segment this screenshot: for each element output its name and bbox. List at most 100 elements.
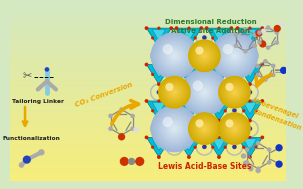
Circle shape — [200, 52, 208, 60]
Circle shape — [255, 109, 258, 112]
Circle shape — [165, 46, 184, 65]
Circle shape — [173, 54, 176, 57]
Circle shape — [152, 33, 197, 79]
Circle shape — [188, 40, 221, 72]
Circle shape — [225, 83, 234, 91]
Bar — [11, 94, 286, 97]
Circle shape — [256, 167, 260, 171]
Circle shape — [257, 30, 262, 35]
Circle shape — [271, 73, 275, 77]
Circle shape — [236, 99, 239, 103]
Circle shape — [255, 73, 258, 76]
Circle shape — [157, 26, 161, 30]
Circle shape — [152, 106, 197, 152]
Circle shape — [253, 43, 257, 48]
Circle shape — [242, 73, 245, 76]
Circle shape — [162, 117, 173, 127]
Circle shape — [172, 53, 177, 58]
Circle shape — [217, 119, 221, 122]
Circle shape — [170, 88, 179, 97]
Circle shape — [108, 114, 113, 118]
Circle shape — [214, 35, 255, 76]
Circle shape — [225, 119, 234, 128]
Circle shape — [218, 112, 251, 145]
Circle shape — [173, 91, 176, 94]
Bar — [11, 90, 286, 92]
Circle shape — [23, 156, 31, 164]
Bar — [11, 62, 286, 64]
Circle shape — [157, 90, 161, 94]
Circle shape — [201, 89, 208, 95]
Circle shape — [155, 109, 194, 148]
Circle shape — [166, 47, 183, 65]
Circle shape — [255, 64, 260, 68]
Circle shape — [218, 76, 251, 109]
Circle shape — [119, 133, 124, 137]
Circle shape — [241, 153, 246, 159]
Circle shape — [135, 157, 144, 166]
Circle shape — [120, 157, 129, 166]
Circle shape — [263, 59, 268, 64]
Circle shape — [191, 115, 218, 143]
Circle shape — [230, 88, 238, 96]
Circle shape — [205, 136, 208, 139]
Polygon shape — [177, 101, 201, 121]
Circle shape — [163, 118, 185, 140]
Circle shape — [151, 105, 198, 152]
Circle shape — [189, 77, 219, 107]
Circle shape — [192, 43, 217, 68]
Circle shape — [191, 115, 218, 142]
Circle shape — [193, 117, 216, 140]
Text: Tailoring Linker: Tailoring Linker — [12, 99, 64, 104]
Circle shape — [188, 76, 220, 108]
Circle shape — [225, 82, 245, 102]
Bar — [11, 21, 286, 23]
Polygon shape — [146, 101, 171, 121]
Circle shape — [163, 73, 167, 76]
Circle shape — [223, 117, 246, 140]
Bar — [11, 26, 286, 28]
Circle shape — [172, 90, 177, 94]
Circle shape — [166, 84, 182, 100]
Circle shape — [162, 80, 187, 105]
Bar — [11, 118, 286, 120]
Circle shape — [186, 74, 223, 110]
Bar — [11, 49, 286, 51]
Circle shape — [202, 35, 207, 40]
Circle shape — [231, 125, 238, 132]
Bar — [11, 54, 286, 56]
Bar — [11, 51, 286, 54]
Circle shape — [248, 46, 252, 50]
Circle shape — [170, 125, 178, 133]
Circle shape — [223, 117, 246, 140]
Circle shape — [175, 99, 178, 103]
Circle shape — [198, 86, 211, 99]
Circle shape — [228, 123, 241, 135]
Circle shape — [255, 168, 261, 173]
Circle shape — [248, 26, 251, 30]
Polygon shape — [238, 28, 262, 48]
Circle shape — [279, 21, 285, 27]
Circle shape — [200, 87, 209, 97]
Circle shape — [203, 91, 206, 94]
Bar — [11, 79, 286, 82]
Circle shape — [162, 117, 186, 141]
Polygon shape — [212, 30, 225, 41]
Bar — [11, 135, 286, 138]
Circle shape — [194, 73, 197, 76]
Circle shape — [171, 125, 178, 132]
Circle shape — [201, 125, 208, 132]
Circle shape — [169, 136, 173, 139]
Circle shape — [236, 26, 239, 30]
Circle shape — [151, 36, 154, 40]
Bar — [11, 105, 286, 107]
Circle shape — [231, 89, 238, 96]
Circle shape — [234, 55, 235, 57]
Circle shape — [181, 69, 227, 115]
Circle shape — [226, 47, 243, 65]
Circle shape — [153, 34, 196, 77]
Bar — [11, 144, 286, 146]
Circle shape — [164, 118, 185, 139]
Bar — [11, 140, 286, 142]
Circle shape — [189, 41, 219, 71]
